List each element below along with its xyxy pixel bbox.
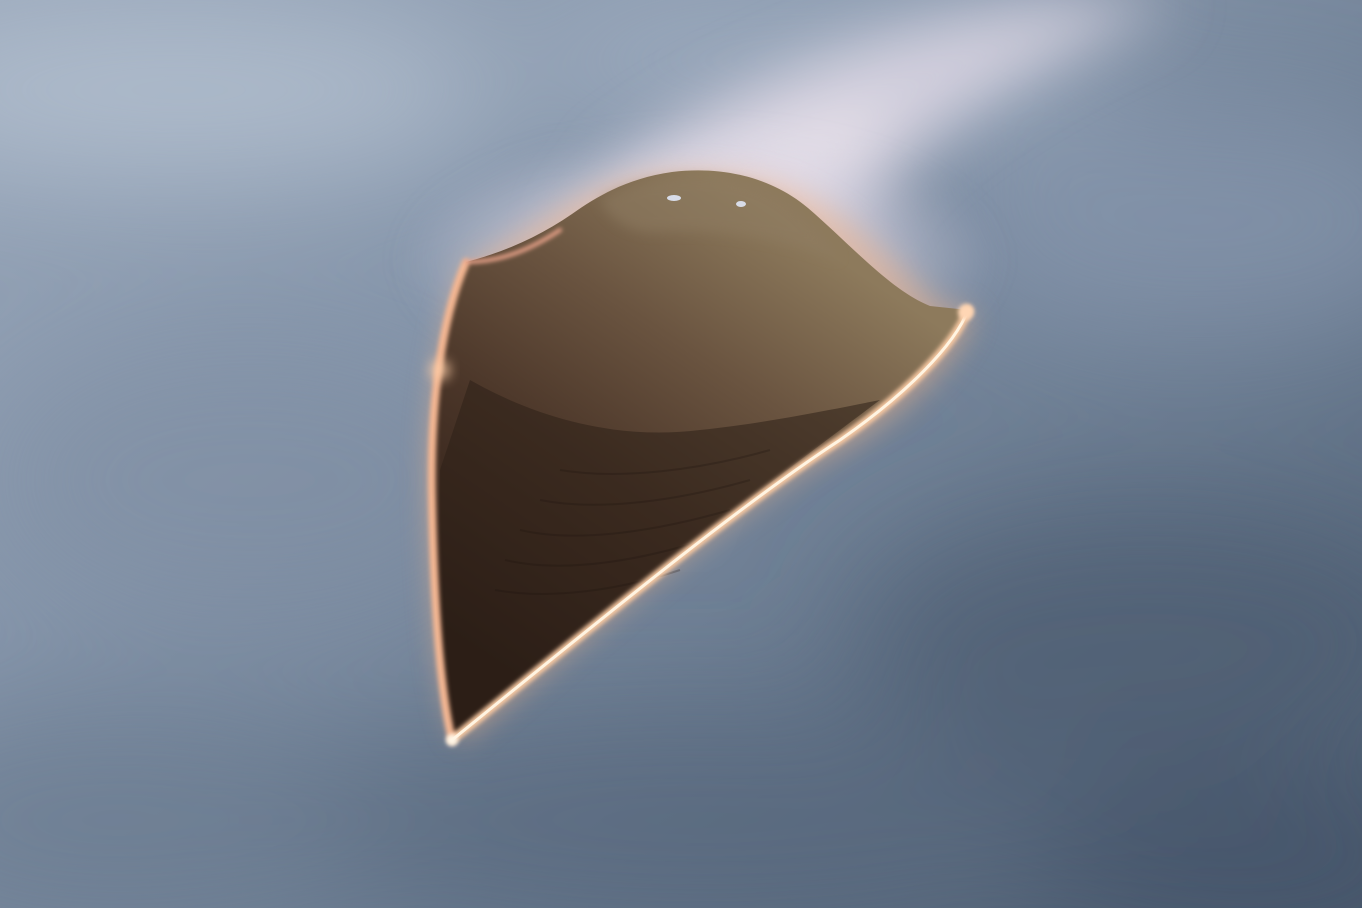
hull-shadow <box>439 380 880 740</box>
glide-vehicle <box>431 170 968 740</box>
window-right-icon <box>736 201 746 207</box>
dome-highlight <box>600 176 840 260</box>
window-left-icon <box>667 195 681 201</box>
edge-hotspots <box>430 304 974 746</box>
